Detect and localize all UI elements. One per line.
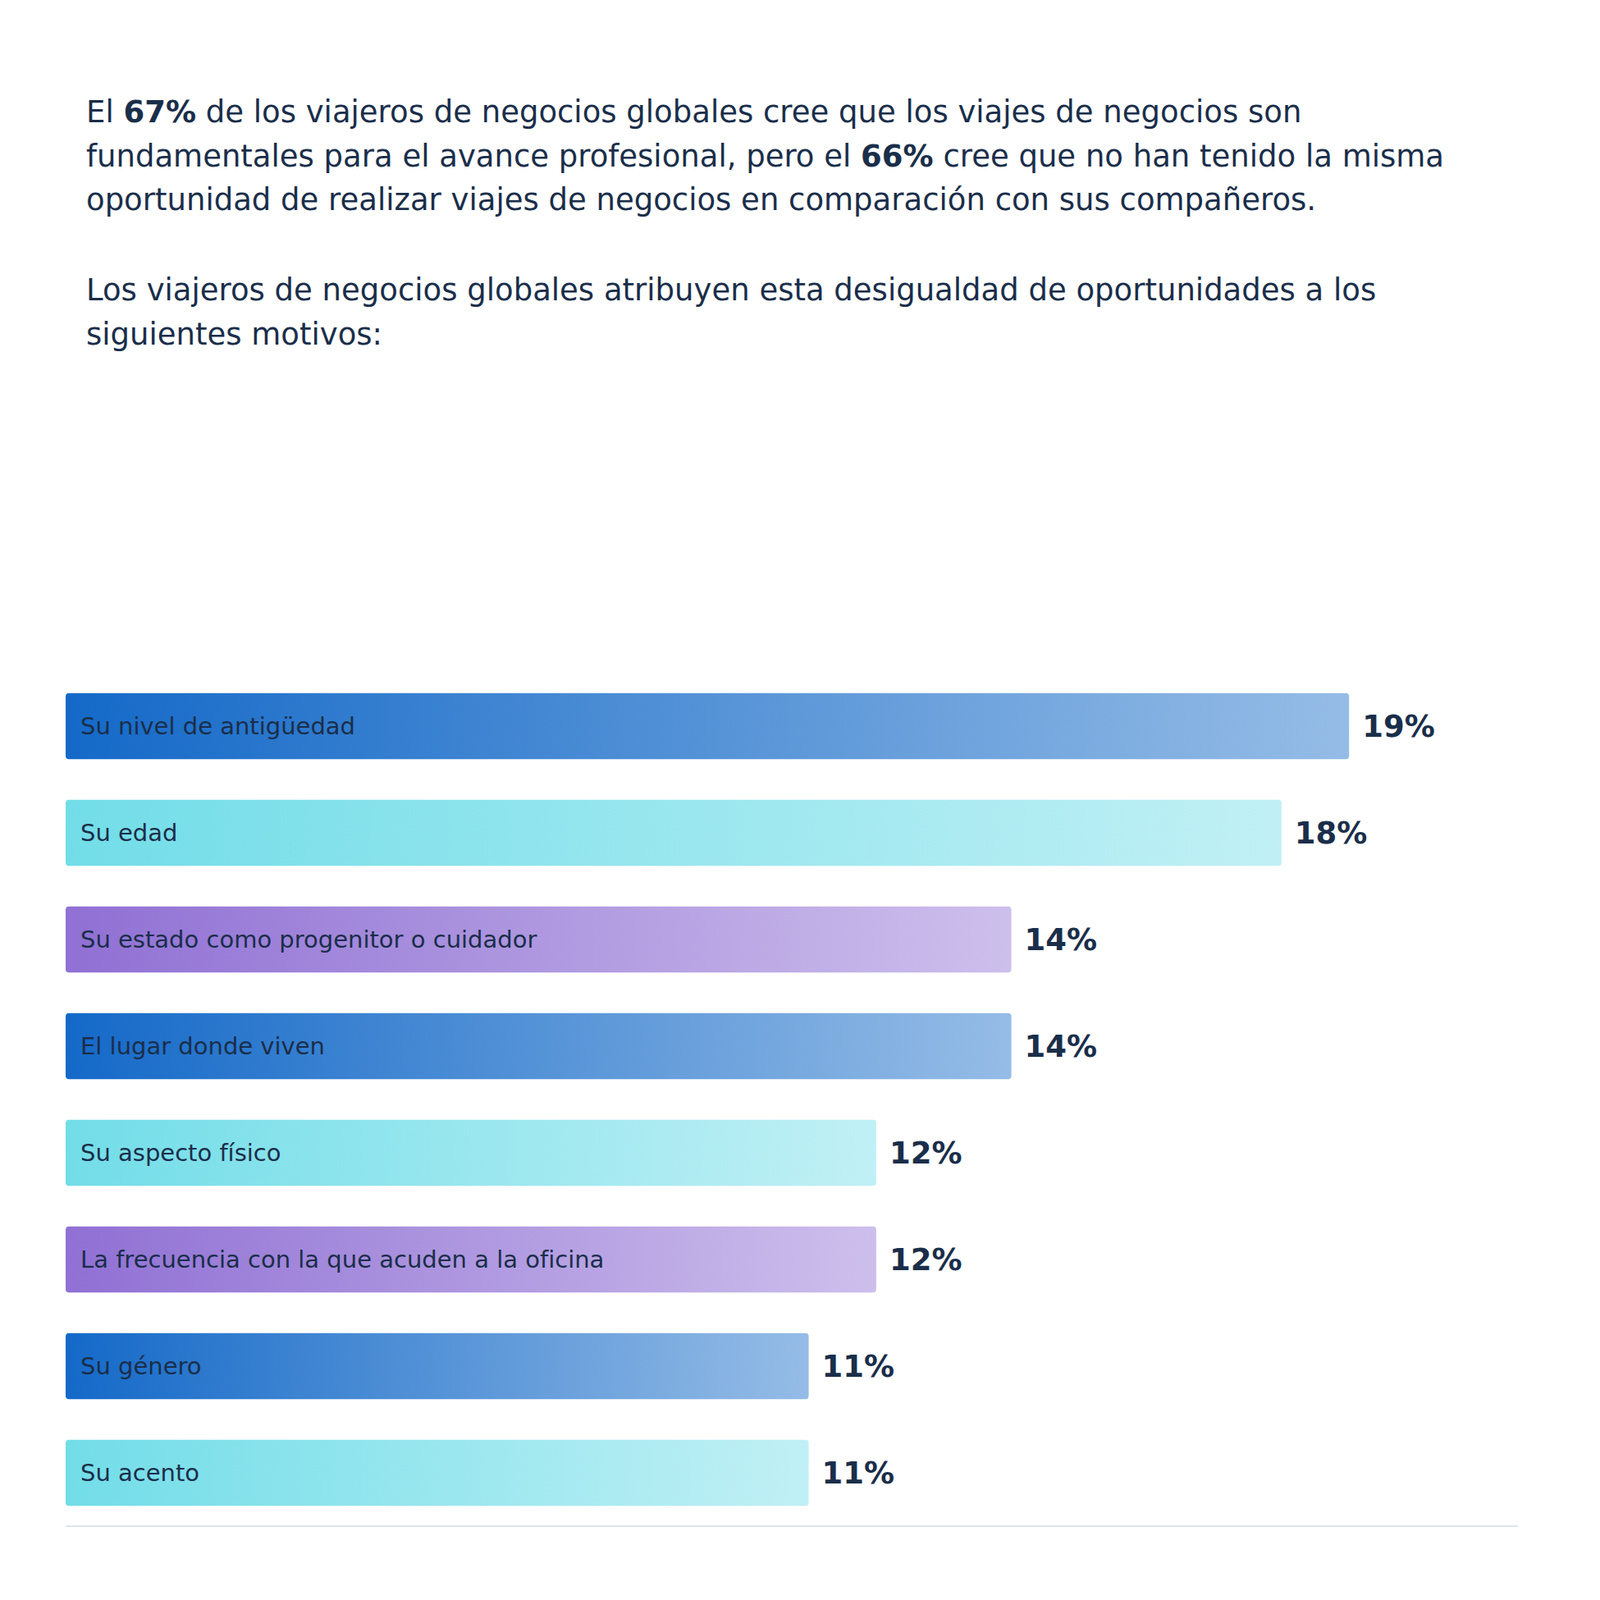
header: El 67% de los viajeros de negocios globa… (86, 90, 1482, 357)
labels: Su nivel de antigüedad 19% Su edad 18% Su es… (80, 708, 1436, 1491)
category-label: Su edad (80, 818, 178, 847)
category-label: La frecuencia con la que acuden a la ofi… (80, 1245, 604, 1274)
bar (65, 1440, 810, 1507)
category-label: Su aspecto físico (80, 1138, 282, 1167)
subtitle: Los viajeros de negocios globales atribu… (86, 268, 1482, 357)
value-label: 14% (1024, 922, 1098, 958)
category-label: Su género (80, 1352, 202, 1381)
value-label: 11% (822, 1455, 896, 1491)
emphasis: 66% (860, 138, 934, 174)
bar (65, 1013, 1012, 1080)
bars (65, 693, 1349, 1507)
category-label: Su acento (80, 1458, 200, 1487)
category-label: Su nivel de antigüedad (80, 712, 356, 741)
bar (65, 693, 1349, 760)
x-axis-line (65, 1525, 1518, 1527)
chart: Su nivel de antigüedad 19% Su edad 18% Su es… (0, 656, 1600, 1563)
bar (65, 1120, 877, 1187)
emphasis: 67% (123, 94, 197, 130)
value-label: 18% (1294, 815, 1368, 851)
value-label: 19% (1362, 708, 1436, 745)
category-label: El lugar donde viven (80, 1032, 325, 1061)
value-label: 12% (889, 1242, 963, 1278)
bar (65, 1226, 877, 1294)
bar (65, 800, 1282, 867)
value-label: 12% (889, 1135, 963, 1171)
chart-svg: Su nivel de antigüedad 19% Su edad 18% Su es… (0, 656, 1600, 1559)
bar (65, 906, 1012, 974)
title: El 67% de los viajeros de negocios globa… (86, 90, 1482, 223)
value-label: 14% (1024, 1028, 1098, 1065)
category-label: Su estado como progenitor o cuidador (80, 925, 537, 954)
bar (65, 1333, 810, 1400)
value-label: 11% (822, 1348, 896, 1385)
page: {"chart_data": {"type": "bar", "orientat… (0, 0, 1600, 1600)
